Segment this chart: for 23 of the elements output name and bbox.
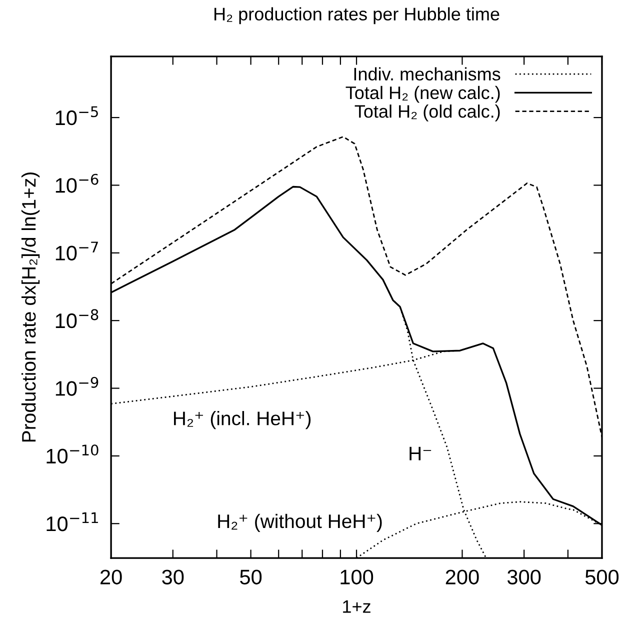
x-tick-label: 30	[162, 570, 184, 584]
legend-label: Total H₂ (new calc.)	[346, 86, 500, 103]
annotation: H⁻	[410, 446, 432, 460]
y-tick-label: 10$^{−5}$	[56, 106, 98, 126]
legend-label: Indiv. mechanisms	[354, 67, 500, 81]
x-tick-label: 20	[100, 570, 122, 584]
y-tick-label: 10$^{−9}$	[56, 376, 98, 396]
annotation: H₂⁺ (incl. HeH⁺)	[174, 411, 311, 430]
y-tick-label: 10$^{−7}$	[56, 242, 98, 261]
x-tick-label: 300	[507, 570, 541, 584]
y-tick-label: 10$^{−6}$	[56, 174, 98, 193]
x-tick-label: 50	[240, 570, 262, 584]
y-tick-label: 10$^{−11}$	[46, 512, 98, 532]
x-tick-label: 200	[446, 570, 479, 584]
x-tick-label: 100	[340, 570, 374, 584]
legend-label: Total H₂ (old calc.)	[354, 104, 500, 122]
x-tick-label: 500	[585, 570, 619, 584]
x-axis-title: 1+z	[343, 600, 370, 613]
y-tick-label: 10$^{−8}$	[56, 309, 98, 328]
annotation: H₂⁺ (without HeH⁺)	[218, 514, 382, 532]
chart-title: H₂ production rates per Hubble time	[214, 7, 500, 24]
y-axis-title: Production rate dx[H₂]/d ln(1+z)	[21, 172, 40, 442]
y-tick-label: 10$^{−10}$	[46, 444, 98, 464]
